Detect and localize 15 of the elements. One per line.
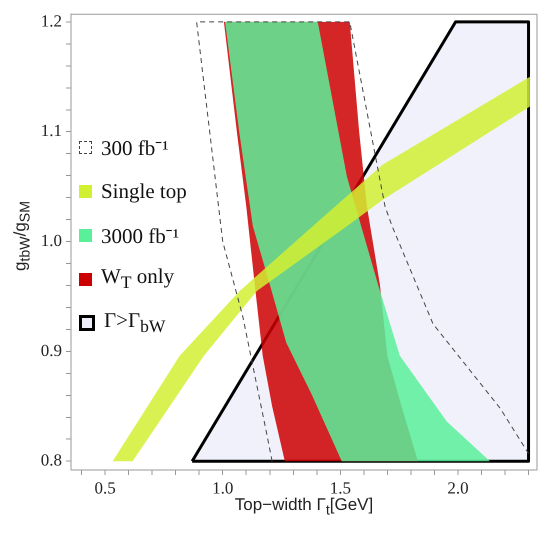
- y-tick-label: 0.9: [40, 340, 62, 360]
- y-tick-label: 1.0: [40, 231, 62, 250]
- x-tick-label: 1.0: [212, 478, 234, 498]
- legend-label: Single top: [101, 178, 187, 204]
- legend-label: Γ>Γ$_{bW}$: [104, 308, 166, 338]
- legend-label: 300 fb⁻¹: [101, 135, 169, 161]
- y-tick-label: 0.8: [40, 450, 62, 470]
- x-tick-label: 2.0: [447, 478, 469, 498]
- y-tick-label: 1.2: [40, 11, 62, 30]
- x-tick-label: 1.5: [330, 478, 351, 498]
- legend-label: W$_{T}$ only: [101, 264, 174, 294]
- y-tick-label: 1.1: [40, 121, 62, 140]
- legend-label: 3000 fb⁻¹: [101, 223, 180, 249]
- x-axis-title: Top−width Γ$_{t}$[GeV]: [234, 495, 374, 518]
- x-tick-label: 0.5: [94, 478, 116, 498]
